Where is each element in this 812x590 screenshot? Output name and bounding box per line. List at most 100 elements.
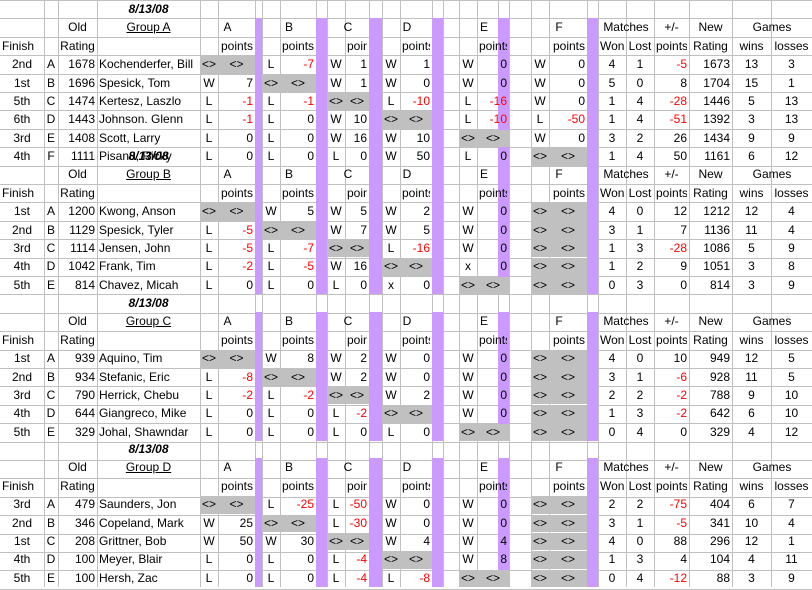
player-name-cell[interactable]: Meyer, Blair <box>99 552 163 567</box>
games-wins-cell[interactable]: 6 <box>748 497 755 512</box>
match-points-cell[interactable]: 0 <box>246 424 253 439</box>
player-name-cell[interactable]: Kochenderfer, Bill <box>99 57 194 72</box>
match-result-cell[interactable]: <> <box>533 424 547 439</box>
match-points-cell[interactable]: <> <box>485 570 500 585</box>
match-result-cell[interactable]: <> <box>533 515 547 530</box>
match-result-cell[interactable]: <> <box>329 94 343 108</box>
match-points-cell[interactable]: -25 <box>296 497 314 512</box>
match-points-cell[interactable]: <> <box>560 351 575 366</box>
match-points-cell[interactable]: -2 <box>242 388 253 402</box>
match-result-cell[interactable]: L <box>205 406 213 421</box>
match-points-cell[interactable]: 4 <box>423 534 430 548</box>
match-result-cell[interactable]: L <box>205 222 213 237</box>
match-result-cell[interactable]: W <box>385 369 397 384</box>
match-points-cell[interactable]: -2 <box>356 406 367 421</box>
match-result-cell[interactable]: <> <box>384 112 398 127</box>
player-name-cell[interactable]: Jensen, John <box>99 241 171 255</box>
match-points-cell[interactable]: 2 <box>360 369 367 384</box>
match-points-cell[interactable]: -5 <box>242 222 253 237</box>
old-rating-cell[interactable]: 100 <box>74 552 95 567</box>
old-rating-cell[interactable]: 479 <box>74 497 95 512</box>
games-losses-cell[interactable]: 4 <box>788 204 795 219</box>
match-points-cell[interactable]: 0 <box>500 369 507 384</box>
match-points-cell[interactable]: 50 <box>416 149 430 164</box>
match-result-cell[interactable]: L <box>205 388 213 402</box>
new-rating-cell[interactable]: 104 <box>709 552 730 567</box>
match-points-cell[interactable]: 0 <box>500 388 507 402</box>
matches-won-cell[interactable]: 4 <box>608 57 616 72</box>
match-points-cell[interactable]: <> <box>290 75 305 90</box>
matches-won-cell[interactable]: 0 <box>608 570 616 585</box>
match-points-cell[interactable]: <> <box>408 552 423 567</box>
match-result-cell[interactable]: <> <box>461 130 475 145</box>
finish-cell[interactable]: 3rd <box>13 497 31 512</box>
matches-lost-cell[interactable]: 0 <box>636 75 644 90</box>
games-losses-cell[interactable]: 10 <box>784 388 799 402</box>
match-points-cell[interactable]: 0 <box>423 351 430 366</box>
player-name-cell[interactable]: Chavez, Micah <box>99 277 179 292</box>
matches-lost-cell[interactable]: 3 <box>636 406 644 421</box>
match-points-cell[interactable]: 0 <box>423 424 430 439</box>
match-points-cell[interactable]: -10 <box>489 112 507 127</box>
matches-lost-cell[interactable]: 0 <box>636 534 644 548</box>
matches-won-cell[interactable]: 2 <box>608 388 616 402</box>
player-name-cell[interactable]: Scott, Larry <box>99 130 161 145</box>
matches-won-cell[interactable]: 1 <box>608 552 616 567</box>
match-result-cell[interactable]: <> <box>533 204 547 219</box>
match-result-cell[interactable]: L <box>205 570 213 585</box>
games-wins-cell[interactable]: 12 <box>744 534 759 548</box>
match-points-cell[interactable]: 4 <box>500 534 507 548</box>
matches-lost-cell[interactable]: 2 <box>636 497 644 512</box>
match-result-cell[interactable]: W <box>385 222 397 237</box>
seed-cell[interactable]: B <box>46 515 55 530</box>
match-points-cell[interactable]: -1 <box>242 112 253 127</box>
matches-won-cell[interactable]: 1 <box>608 259 616 274</box>
finish-cell[interactable]: 5th <box>13 94 31 108</box>
match-result-cell[interactable]: L <box>267 57 275 72</box>
match-points-cell[interactable]: <> <box>560 497 575 512</box>
games-wins-cell[interactable]: 4 <box>748 424 755 439</box>
games-wins-cell[interactable]: 9 <box>748 130 755 145</box>
new-rating-cell[interactable]: 341 <box>709 515 730 530</box>
matches-lost-cell[interactable]: 2 <box>636 259 644 274</box>
match-result-cell[interactable]: L <box>332 552 340 567</box>
match-points-cell[interactable]: 0 <box>500 406 507 421</box>
match-result-cell[interactable]: L <box>464 112 472 127</box>
games-losses-cell[interactable]: 9 <box>788 130 795 145</box>
seed-cell[interactable]: E <box>46 277 55 292</box>
match-result-cell[interactable]: L <box>267 130 275 145</box>
player-name-cell[interactable]: Pisanu, Ricky <box>99 149 172 164</box>
games-losses-cell[interactable]: 1 <box>788 534 795 548</box>
match-points-cell[interactable]: 0 <box>578 94 585 108</box>
match-result-cell[interactable]: <> <box>533 570 547 585</box>
matches-won-cell[interactable]: 1 <box>608 94 616 108</box>
match-points-cell[interactable]: 0 <box>500 497 507 512</box>
match-result-cell[interactable]: L <box>267 277 275 292</box>
match-result-cell[interactable]: W <box>462 204 474 219</box>
match-points-cell[interactable]: 8 <box>500 552 507 567</box>
match-result-cell[interactable]: W <box>330 259 342 274</box>
match-points-cell[interactable]: 0 <box>500 204 507 219</box>
match-result-cell[interactable]: L <box>464 149 472 164</box>
finish-cell[interactable]: 5th <box>13 424 31 439</box>
new-rating-cell[interactable]: 928 <box>709 369 730 384</box>
seed-cell[interactable]: B <box>46 369 55 384</box>
match-points-cell[interactable]: 0 <box>423 277 430 292</box>
match-points-cell[interactable]: -50 <box>567 112 585 127</box>
player-name-cell[interactable]: Spesick, Tom <box>99 75 171 90</box>
old-rating-cell[interactable]: 1129 <box>69 222 95 237</box>
old-rating-cell[interactable]: 814 <box>74 277 95 292</box>
match-points-cell[interactable]: <> <box>560 570 575 585</box>
match-points-cell[interactable]: 0 <box>246 570 253 585</box>
matches-won-cell[interactable]: 1 <box>608 149 616 164</box>
games-wins-cell[interactable]: 12 <box>744 204 759 219</box>
games-losses-cell[interactable]: 4 <box>788 515 795 530</box>
matches-lost-cell[interactable]: 0 <box>636 351 644 366</box>
match-result-cell[interactable]: <> <box>264 515 278 530</box>
match-points-cell[interactable]: 0 <box>307 277 314 292</box>
matches-lost-cell[interactable]: 1 <box>636 222 644 237</box>
match-points-cell[interactable]: 0 <box>578 75 585 90</box>
finish-cell[interactable]: 2nd <box>11 369 33 384</box>
rating-change-cell[interactable]: -12 <box>669 570 687 585</box>
games-wins-cell[interactable]: 3 <box>748 570 755 585</box>
